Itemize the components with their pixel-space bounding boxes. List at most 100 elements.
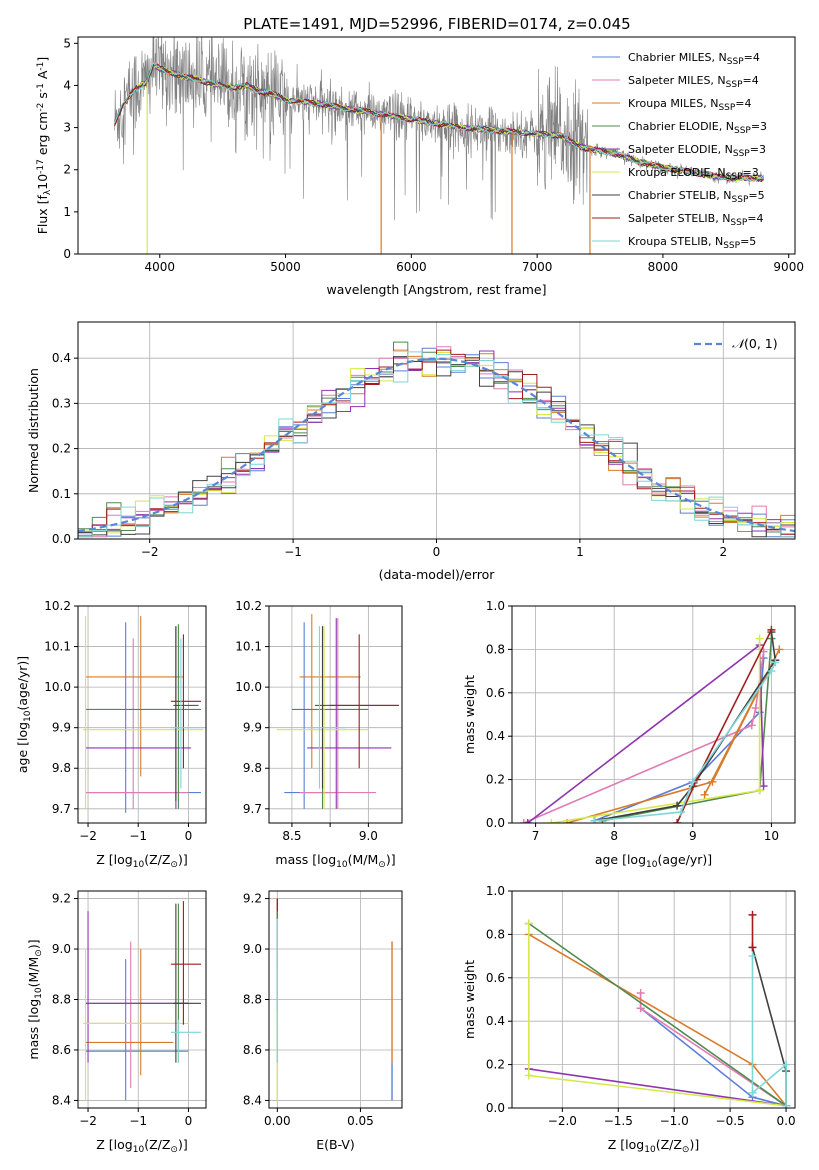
weight-marker: [771, 658, 780, 667]
normal-curve: [78, 357, 795, 533]
spectrum-xlabel: wavelength [Angstrom, rest frame]: [326, 282, 546, 297]
y-tick-label: 0.8: [486, 927, 505, 941]
y-tick-label: 9.2: [52, 892, 71, 906]
mass-Z-ylabel: mass [log10(M/M⊙)]: [26, 939, 44, 1059]
weight-marker: [748, 943, 757, 952]
y-tick-label: 8.4: [243, 1093, 262, 1107]
weight-marker: [677, 808, 686, 817]
y-tick-label: 3: [63, 121, 71, 135]
residuals-ylabel: Normed distribution: [26, 368, 41, 493]
y-tick-label: 9.7: [52, 802, 71, 816]
weight-marker: [767, 667, 776, 676]
y-tick-label: 10.0: [235, 680, 262, 694]
y-tick-label: 8.8: [52, 993, 71, 1007]
mass-Z-plot-area: [83, 901, 201, 1101]
weight-marker: [673, 819, 682, 823]
weight-line: [594, 658, 765, 822]
mass-EBV-panel: 0.00 0.05 8.4 8.6 8.8 9.0 9.2 E(B-V): [243, 890, 403, 1152]
y-tick-label: 0.4: [486, 1014, 505, 1028]
x-tick-label: −2: [79, 829, 97, 843]
x-tick-label: 0: [185, 829, 193, 843]
weight-marker: [590, 816, 599, 823]
y-tick-label: 0: [63, 247, 71, 261]
weight-age-xlabel: age [log10(age/yr)]: [595, 852, 712, 870]
weight-marker: [751, 703, 760, 712]
weight-marker: [782, 1101, 791, 1108]
y-tick-label: 9.8: [52, 761, 71, 775]
weight-marker: [748, 910, 757, 919]
y-tick-label: 10.2: [235, 599, 262, 613]
x-tick-label: 0.05: [347, 1114, 374, 1128]
plot-layer: 4000 5000 6000 7000 8000 9000012345wavelength…: [15, 36, 804, 1155]
age-Z-frame: [77, 605, 207, 824]
y-tick-label: 0.6: [486, 686, 505, 700]
spectrum-panel: 4000 5000 6000 7000 8000 9000 0 1 2 3 4 5 wavelength…: [35, 36, 804, 297]
y-tick-label: 0.2: [486, 773, 505, 787]
legend-entry: Chabrier ELODIE, NSSP=3: [628, 120, 767, 136]
x-tick-label: 10: [764, 829, 779, 843]
legend-entry: Salpeter ELODIE, NSSP=3: [628, 143, 766, 159]
age-mass-panel: 8.5 9.0 9.7 9.8 9.9 10.0 10.1 10.2 mass [log10(M…: [235, 599, 403, 870]
y-tick-label: 10.0: [44, 680, 71, 694]
x-tick-label: 0: [433, 545, 441, 559]
weight-marker: [519, 819, 528, 823]
weight-marker: [524, 1071, 533, 1080]
residuals-panel: −2 −1 0 1 2 0.0 0.1 0.2 0.3 0.4 𝒩(0, 1) (data-model…: [26, 321, 796, 582]
age-mass-frame: [268, 605, 403, 824]
age-mass-xlabel: mass [log10(M/M⊙)]: [275, 852, 395, 870]
y-tick-label: 9.0: [52, 942, 71, 956]
weight-age-panel: 7 8 9 10 0.0 0.2 0.4 0.6 0.8 1.0 age [log10(age/yr…: [462, 599, 796, 870]
histogram-step: [78, 356, 795, 538]
mass-Z-panel: −2 −1 0 8.4 8.6 8.8 9.0 9.2 Z [log10(Z/Z⊙)] mass …: [26, 890, 207, 1155]
x-tick-label: −1: [129, 1114, 147, 1128]
y-tick-label: 0.4: [52, 351, 71, 365]
y-tick-label: 2: [63, 163, 71, 177]
weight-Z-ylabel: mass weight: [462, 960, 477, 1039]
age-Z-panel: −2 −1 0 9.7 9.8 9.9 10.0 10.1 10.2 Z [log10(Z/Z⊙)…: [15, 599, 207, 870]
weight-line: [676, 629, 773, 823]
x-tick-label: 9000: [773, 260, 804, 274]
legend-entry: Kroupa MILES, NSSP=4: [628, 97, 752, 113]
y-tick-label: 10.1: [235, 640, 262, 654]
y-tick-label: 9.9: [52, 721, 71, 735]
y-tick-label: 8.4: [52, 1093, 71, 1107]
spectrum-legend: Chabrier MILES, NSSP=4 Salpeter MILES, NS…: [592, 51, 767, 251]
age-Z-plot-area: [83, 616, 204, 813]
y-tick-label: 9.0: [243, 942, 262, 956]
x-tick-label: 0.00: [264, 1114, 291, 1128]
weight-marker: [767, 625, 776, 634]
legend-entry: Kroupa ELODIE, NSSP=3: [628, 166, 759, 182]
spectrum-model-line: [114, 62, 765, 182]
y-tick-label: 8.8: [243, 993, 262, 1007]
weight-marker: [747, 721, 756, 730]
legend-entry: Chabrier MILES, NSSP=4: [628, 51, 760, 67]
y-tick-label: 5: [63, 36, 71, 50]
x-tick-label: 4000: [144, 260, 175, 274]
x-tick-label: 8: [610, 829, 618, 843]
residuals-plot-area: [78, 341, 795, 538]
weight-marker: [636, 1004, 645, 1013]
x-tick-label: 9: [689, 829, 697, 843]
mass-EBV-plot-area: [276, 898, 393, 1101]
weight-Z-panel: −2.0 −1.5 −1.0 −0.5 0.0 0.0 0.2 0.4 0.6 0.8 1.0 Z […: [462, 884, 796, 1155]
spectrum-data-line: [114, 37, 764, 221]
figure-title: PLATE=1491, MJD=52996, FIBERID=0174, z=0…: [243, 15, 630, 33]
y-tick-label: 0.0: [52, 532, 71, 546]
histogram-step: [78, 349, 795, 538]
weight-marker: [700, 790, 709, 799]
weight-marker: [755, 634, 764, 643]
age-Z-xlabel: Z [log10(Z/Z⊙)]: [96, 852, 187, 870]
weight-marker: [523, 819, 532, 823]
weight-marker: [524, 919, 533, 928]
legend-entry: Salpeter STELIB, NSSP=4: [628, 212, 764, 228]
x-tick-label: −1.0: [660, 1114, 689, 1128]
x-tick-label: −2: [79, 1114, 97, 1128]
x-tick-label: −2.0: [548, 1114, 577, 1128]
mass-EBV-xlabel: E(B-V): [316, 1137, 355, 1152]
weight-marker: [748, 1088, 757, 1097]
weight-marker: [755, 786, 764, 795]
y-tick-label: 10.2: [44, 599, 71, 613]
y-tick-label: 0.8: [486, 642, 505, 656]
y-tick-label: 0.0: [486, 1101, 505, 1115]
